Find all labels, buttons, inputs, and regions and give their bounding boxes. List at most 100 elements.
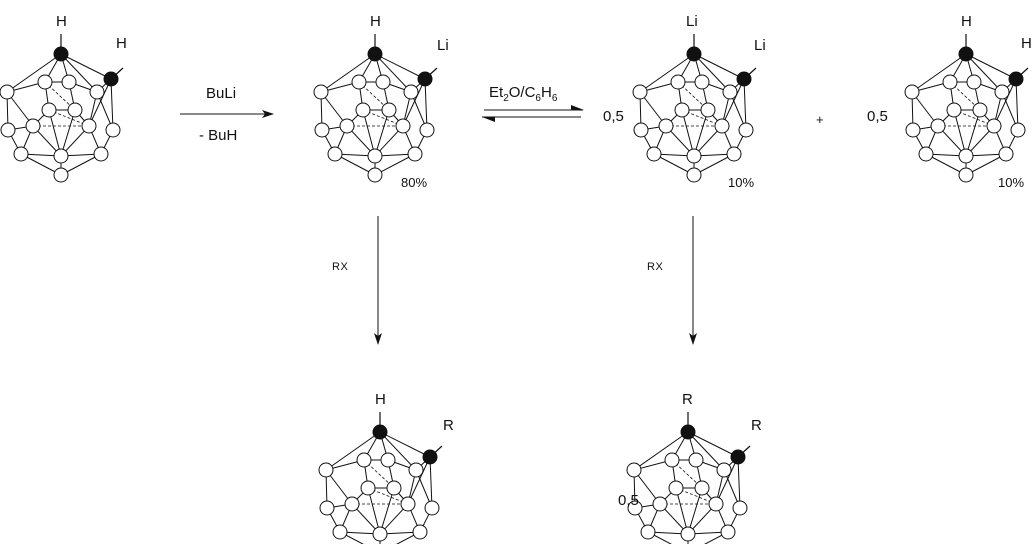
boron-vertex — [344, 496, 360, 512]
boron-vertex — [716, 462, 732, 478]
forward-arrow-head — [571, 105, 584, 110]
boron-vertex — [419, 122, 435, 138]
boron-vertex — [942, 74, 958, 90]
molecule-ortho-carborane: H H — [0, 13, 127, 183]
boron-vertex — [670, 74, 686, 90]
side-substituent-label: Li — [437, 37, 449, 54]
boron-vertex — [694, 480, 710, 496]
boron-vertex — [680, 526, 696, 542]
cage-edge — [647, 531, 672, 544]
carbon-vertex — [680, 424, 696, 440]
carbon-vertex — [422, 449, 438, 465]
boron-vertex — [319, 500, 335, 516]
cage-edge — [60, 153, 102, 176]
cage-edge — [362, 109, 376, 157]
byproduct-label: - BuH — [199, 127, 237, 144]
carbon-vertex — [367, 46, 383, 62]
boron-vertex — [738, 122, 754, 138]
boron-vertex — [351, 74, 367, 90]
reagent-label: RX — [647, 261, 663, 273]
carbon-vertex — [958, 46, 974, 62]
cage-edge — [396, 531, 421, 544]
boron-vertex — [327, 146, 343, 162]
molecule-dilithio-carborane: Li Li 10% 0,5 — [603, 13, 766, 190]
boron-vertex — [958, 167, 974, 183]
boron-vertex — [686, 148, 702, 164]
cage-edge — [320, 53, 376, 93]
carbon-vertex — [1008, 71, 1024, 87]
boron-vertex — [89, 84, 105, 100]
boron-vertex — [53, 148, 69, 164]
reverse-arrow-head — [482, 117, 495, 122]
side-substituent-label: R — [751, 417, 762, 434]
boron-vertex — [946, 102, 962, 118]
boron-vertex — [958, 148, 974, 164]
carbon-vertex — [730, 449, 746, 465]
boron-vertex — [67, 102, 83, 118]
side-substituent-label: H — [1021, 35, 1032, 52]
boron-vertex — [627, 500, 643, 516]
reaction-arrow-alkylation-right: RX — [647, 216, 697, 345]
top-substituent-label: H — [375, 391, 386, 408]
cage-edge — [110, 78, 114, 131]
cage-edge — [693, 109, 709, 157]
boron-vertex — [726, 146, 742, 162]
boron-vertex — [658, 118, 674, 134]
carbon-vertex — [103, 71, 119, 87]
boron-vertex — [407, 146, 423, 162]
boron-vertex — [986, 118, 1002, 134]
boron-vertex — [674, 102, 690, 118]
boron-vertex — [367, 167, 383, 183]
molecule-ortho-carborane-regenerated: H H 10% 0,5 — [867, 13, 1032, 190]
cage-edge — [704, 531, 729, 544]
boron-vertex — [380, 452, 396, 468]
boron-vertex — [646, 146, 662, 162]
boron-vertex — [318, 462, 334, 478]
boron-vertex — [372, 526, 388, 542]
cage-edge — [20, 153, 62, 176]
cage-edge — [1015, 78, 1019, 131]
boron-vertex — [355, 102, 371, 118]
solvent-label: Et2O/C6H6 — [489, 84, 558, 104]
cage-edge — [402, 78, 426, 127]
cage-edge — [60, 53, 112, 80]
side-substituent-label: R — [443, 417, 454, 434]
cage-edge — [925, 153, 967, 176]
boron-vertex — [105, 122, 121, 138]
carbon-vertex — [736, 71, 752, 87]
boron-vertex — [61, 74, 77, 90]
side-substituent-label: Li — [754, 37, 766, 54]
cage-edge — [334, 153, 376, 176]
cage-edge — [60, 109, 76, 157]
cage-edge — [737, 456, 741, 509]
cage-edge — [374, 153, 416, 176]
stoichiometric-coefficient: 0,5 — [603, 108, 624, 125]
boron-vertex — [668, 480, 684, 496]
carbon-vertex — [372, 424, 388, 440]
cage-edge — [48, 109, 62, 157]
carbon-vertex — [686, 46, 702, 62]
reagent-label: RX — [332, 261, 348, 273]
cage-edge — [639, 53, 695, 93]
icosahedral-cage — [632, 34, 757, 183]
boron-vertex — [408, 462, 424, 478]
boron-vertex — [694, 74, 710, 90]
boron-vertex — [375, 74, 391, 90]
boron-vertex — [339, 118, 355, 134]
cage-edge — [374, 53, 412, 93]
boron-vertex — [722, 84, 738, 100]
cage-edge — [693, 53, 745, 80]
boron-vertex — [313, 84, 329, 100]
boron-vertex — [0, 122, 16, 138]
stoichiometric-coefficient: 0,5 — [867, 108, 888, 125]
carbon-vertex — [53, 46, 69, 62]
cage-edge — [715, 456, 739, 505]
cage-edge — [693, 53, 731, 93]
boron-vertex — [720, 524, 736, 540]
molecule-monolithio-carborane: H Li 80% — [313, 13, 449, 190]
boron-vertex — [904, 84, 920, 100]
boron-vertex — [652, 496, 668, 512]
boron-vertex — [81, 118, 97, 134]
boron-vertex — [994, 84, 1010, 100]
